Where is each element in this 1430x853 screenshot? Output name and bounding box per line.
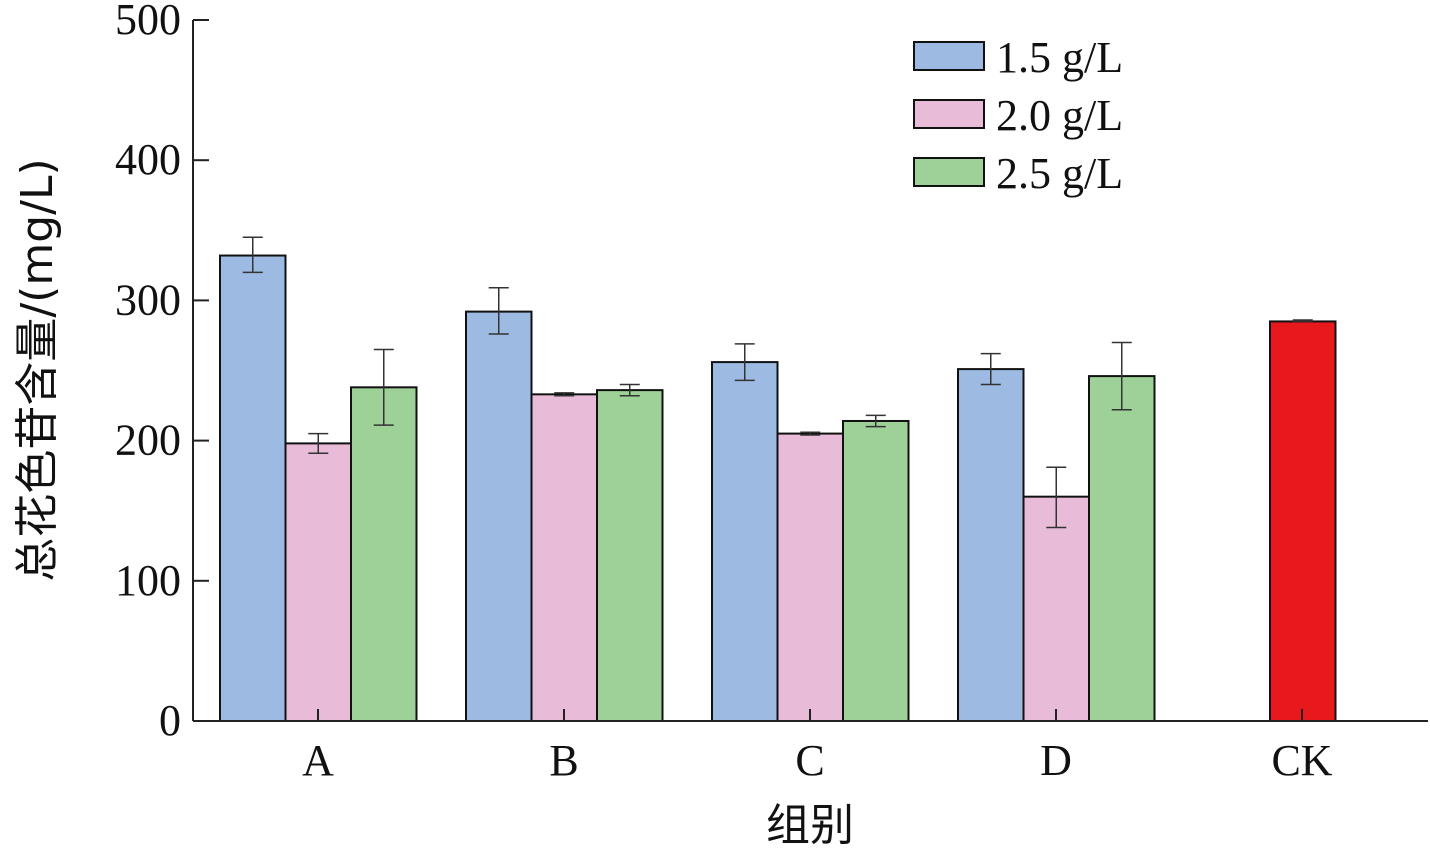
legend-label: 2.5 g/L (996, 149, 1123, 198)
x-tick-label: B (549, 736, 578, 785)
x-axis-label: 组别 (766, 800, 854, 851)
bar (530, 393, 598, 722)
bar (776, 432, 844, 722)
legend-label: 2.0 g/L (996, 91, 1123, 140)
y-tick-label: 500 (115, 0, 181, 44)
bar (350, 386, 418, 722)
bar (1088, 375, 1156, 722)
legend-swatch (913, 99, 985, 129)
axes-layer: 0 100 200 300 400 500 A B C D CK (115, 0, 1428, 785)
y-tick-label: 300 (115, 275, 181, 324)
bar (596, 389, 664, 722)
legend-swatch (913, 41, 985, 71)
y-axis-label: 总花色苷含量/(mg/L) (12, 158, 63, 581)
x-tick-label: CK (1271, 736, 1332, 785)
x-tick-label: A (302, 736, 334, 785)
bar (284, 442, 352, 722)
legend-label: 1.5 g/L (996, 33, 1123, 82)
y-tick-label: 200 (115, 416, 181, 465)
x-tick-label: C (795, 736, 824, 785)
bar (957, 368, 1025, 722)
legend-swatch (913, 157, 985, 187)
bar (842, 419, 910, 722)
bar (1269, 320, 1337, 722)
y-tick-label: 400 (115, 135, 181, 184)
x-tick-label: D (1040, 736, 1072, 785)
y-tick-label: 0 (159, 696, 181, 745)
legend: 1.5 g/L 2.0 g/L 2.5 g/L (913, 33, 1123, 198)
bar (1022, 495, 1090, 722)
bars-layer (219, 236, 1337, 722)
bar (711, 361, 779, 722)
bar (219, 254, 287, 722)
y-tick-label: 100 (115, 556, 181, 605)
bar (465, 310, 533, 722)
